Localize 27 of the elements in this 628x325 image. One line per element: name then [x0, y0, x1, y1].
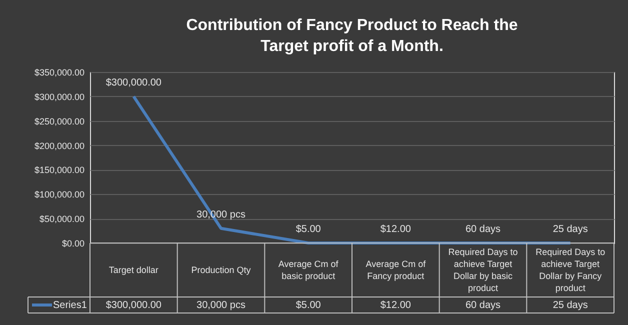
text: $12.00: [380, 224, 411, 235]
text: 60 days: [465, 224, 501, 235]
data-label: 25 days: [552, 300, 588, 311]
y-tick-label: $300,000.00: [34, 92, 84, 102]
chart-title: Contribution of Fancy Product to Reach the Target profit of a Month.: [186, 17, 518, 55]
x-tick-label: Production Qty: [191, 265, 252, 275]
data-label: 30,000 pcs: [196, 300, 246, 311]
y-tick-label: $0.00: [62, 238, 84, 248]
x-tick-label: Target dollar: [108, 265, 158, 275]
x-tick-label: Average Cm of basic product: [278, 259, 339, 281]
y-tick-label: $350,000.00: [34, 68, 84, 78]
legend-label: Series1: [53, 300, 88, 311]
y-tick-label: $200,000.00: [34, 140, 84, 151]
x-tick-label: Required Days to achieve Target Dollar by basic product: [448, 247, 518, 293]
y-tick-label: $250,000.00: [34, 116, 84, 126]
data-label: $12.00: [380, 300, 412, 311]
y-tick-label: $150,000.00: [34, 165, 84, 176]
data-label: $300,000.00: [106, 300, 162, 311]
y-tick-label: $100,000.00: [34, 190, 84, 200]
data-label: $5.00: [296, 300, 322, 311]
data-label: 60 days: [465, 300, 501, 311]
x-tick-label: Average Cm of Fancy product: [366, 259, 426, 281]
y-tick-label: $50,000.00: [39, 214, 84, 224]
text: $5.00: [296, 224, 321, 235]
text: $300,000.00: [106, 77, 162, 88]
text: 25 days: [552, 224, 588, 235]
x-tick-label: Required Days to achieve Target Dollar by Fancy product: [536, 247, 606, 293]
